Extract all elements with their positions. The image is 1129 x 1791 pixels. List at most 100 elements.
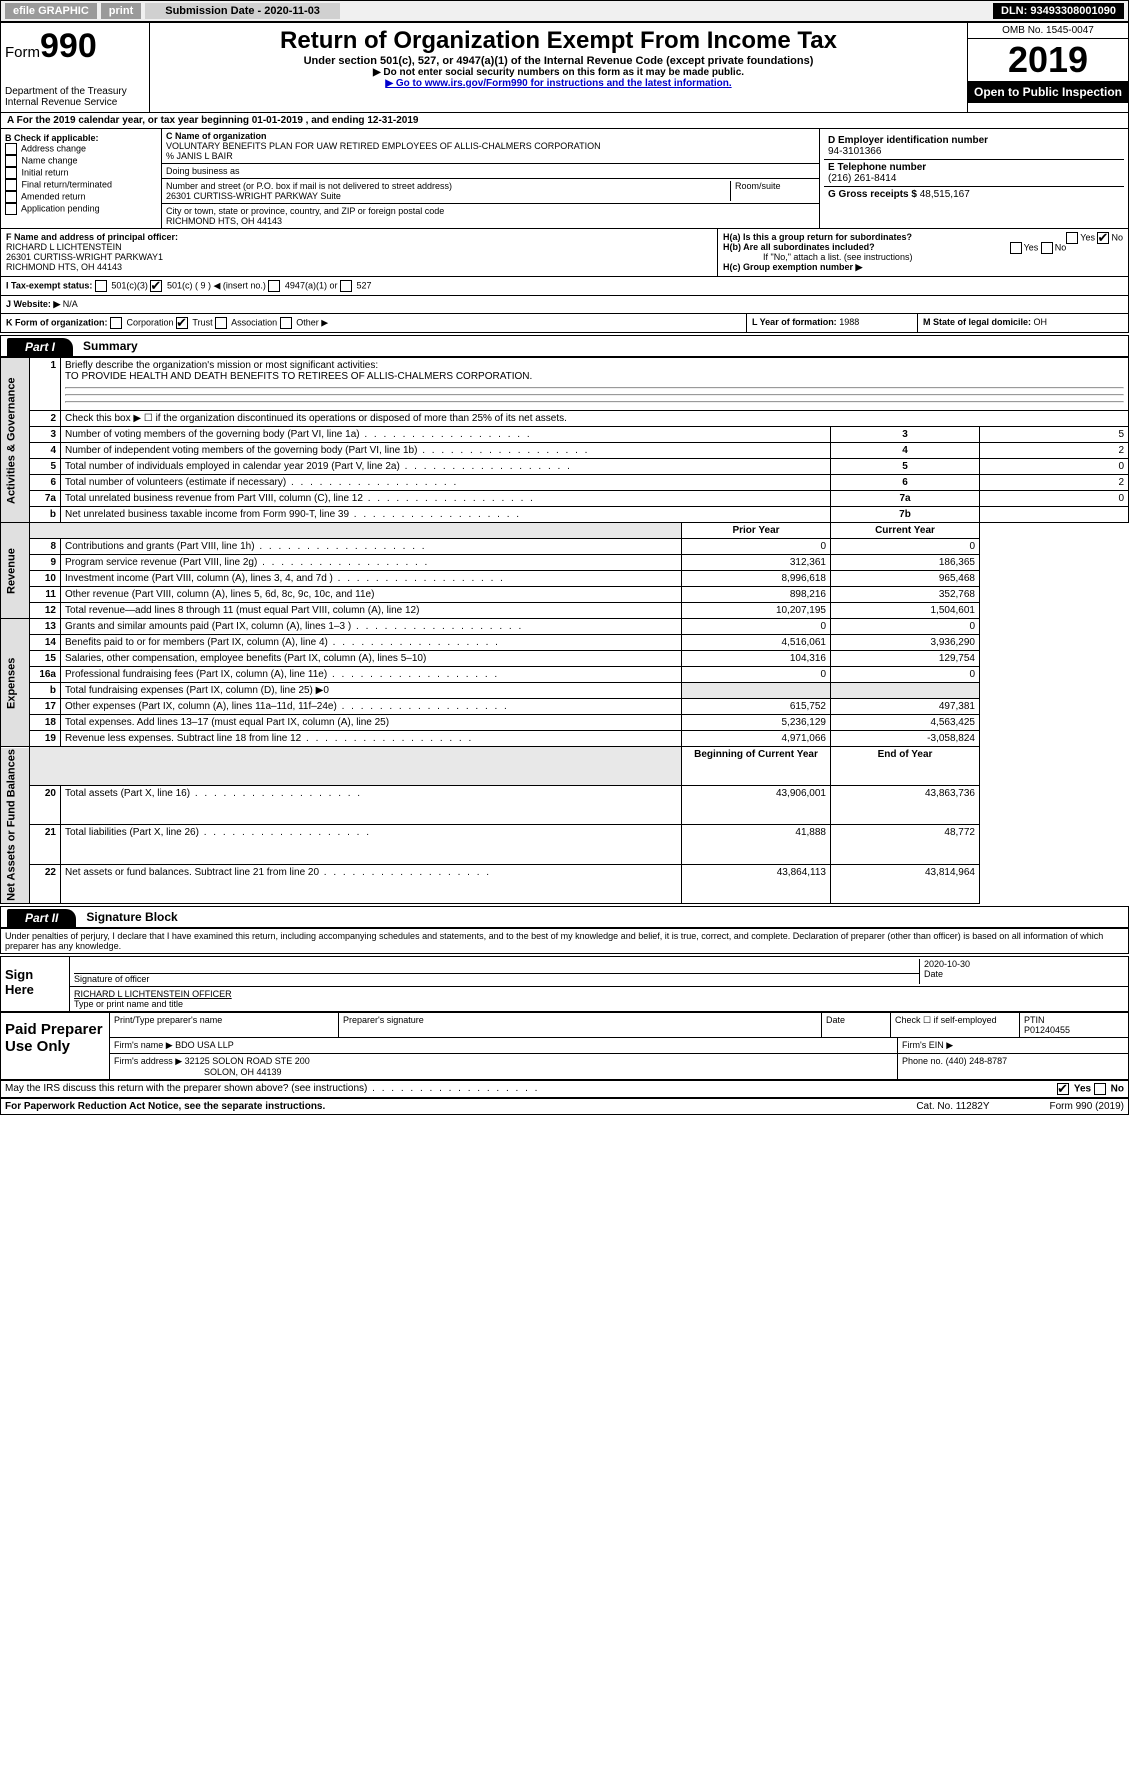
paid-preparer-block: Paid Preparer Use Only Print/Type prepar…: [0, 1012, 1129, 1080]
row-j-website: J Website: ▶ N/A: [0, 296, 1129, 314]
cb-assoc[interactable]: [215, 317, 227, 329]
ein-value: 94-3101366: [828, 146, 1120, 157]
b-label: B Check if applicable:: [5, 133, 157, 143]
exp-14: Benefits paid to or for members (Part IX…: [61, 635, 682, 651]
v5: 0: [980, 459, 1129, 475]
rev-10: Investment income (Part VIII, column (A)…: [61, 571, 682, 587]
omb-number: OMB No. 1545-0047: [968, 23, 1128, 39]
open-public-badge: Open to Public Inspection: [968, 81, 1128, 103]
discuss-no[interactable]: [1094, 1083, 1106, 1095]
q4-label: Number of independent voting members of …: [61, 443, 831, 459]
i-label: I Tax-exempt status:: [6, 280, 92, 290]
firm-phone: (440) 248-8787: [946, 1056, 1008, 1066]
phone-label: Phone no.: [902, 1056, 943, 1066]
entity-info-block: B Check if applicable: Address change Na…: [0, 129, 1129, 229]
j-label: J Website: ▶: [6, 299, 60, 309]
efile-button[interactable]: efile GRAPHIC: [5, 3, 97, 19]
m-label: M State of legal domicile:: [923, 317, 1031, 327]
q2-checkbox-line: Check this box ▶ ☐ if the organization d…: [61, 411, 1129, 427]
self-employed-check[interactable]: Check ☐ if self-employed: [891, 1013, 1020, 1037]
v3: 5: [980, 427, 1129, 443]
officer-city: RICHMOND HTS, OH 44143: [6, 262, 712, 272]
website-value: N/A: [63, 299, 78, 309]
firm-name: BDO USA LLP: [175, 1040, 234, 1050]
v4: 2: [980, 443, 1129, 459]
exp-17: Other expenses (Part IX, column (A), lin…: [61, 699, 682, 715]
part-2-tab: Part II: [7, 909, 76, 927]
cb-4947[interactable]: [268, 280, 280, 292]
sign-here-label: Sign Here: [1, 957, 69, 1011]
cb-corp[interactable]: [110, 317, 122, 329]
exp-15: Salaries, other compensation, employee b…: [61, 651, 682, 667]
firm-addr-label: Firm's address ▶: [114, 1056, 182, 1066]
exp-13: Grants and similar amounts paid (Part IX…: [61, 619, 682, 635]
cb-application[interactable]: Application pending: [5, 203, 157, 215]
discuss-text: May the IRS discuss this return with the…: [5, 1083, 539, 1094]
rev-9: Program service revenue (Part VIII, line…: [61, 555, 682, 571]
current-year-hdr: Current Year: [831, 523, 980, 539]
section-expenses: Expenses: [1, 619, 30, 747]
cb-final-return[interactable]: Final return/terminated: [5, 179, 157, 191]
row-i-tax-status: I Tax-exempt status: 501(c)(3) 501(c) ( …: [0, 277, 1129, 296]
exp-16b: Total fundraising expenses (Part IX, col…: [61, 683, 682, 699]
cb-other[interactable]: [280, 317, 292, 329]
main-title: Return of Organization Exempt From Incom…: [156, 27, 961, 55]
irs-label: Internal Revenue Service: [5, 97, 145, 108]
cb-trust[interactable]: [176, 317, 188, 329]
q5-label: Total number of individuals employed in …: [61, 459, 831, 475]
cb-amended[interactable]: Amended return: [5, 191, 157, 203]
rev-8: Contributions and grants (Part VIII, lin…: [61, 539, 682, 555]
l-label: L Year of formation:: [752, 317, 837, 327]
city-label: City or town, state or province, country…: [166, 206, 815, 216]
org-name: VOLUNTARY BENEFITS PLAN FOR UAW RETIRED …: [166, 141, 815, 151]
row-f-h: F Name and address of principal officer:…: [0, 229, 1129, 277]
footer-row: For Paperwork Reduction Act Notice, see …: [0, 1098, 1129, 1115]
part-1-title: Summary: [73, 339, 138, 353]
cb-501c[interactable]: [150, 280, 162, 292]
col-de-ids: D Employer identification number 94-3101…: [820, 129, 1128, 228]
discuss-yes[interactable]: [1057, 1083, 1069, 1095]
v7a: 0: [980, 491, 1129, 507]
h-group: H(a) Is this a group return for subordin…: [718, 229, 1128, 276]
exp-16a: Professional fundraising fees (Part IX, …: [61, 667, 682, 683]
cb-501c3[interactable]: [95, 280, 107, 292]
row-a-period: A For the 2019 calendar year, or tax yea…: [0, 113, 1129, 129]
preparer-sig-label: Preparer's signature: [339, 1013, 822, 1037]
name-title-label: Type or print name and title: [74, 999, 1124, 1009]
rev-12: Total revenue—add lines 8 through 11 (mu…: [61, 603, 682, 619]
room-label: Room/suite: [735, 181, 815, 191]
exp-18: Total expenses. Add lines 13–17 (must eq…: [61, 715, 682, 731]
cb-address-change[interactable]: Address change: [5, 143, 157, 155]
ha-label: H(a) Is this a group return for subordin…: [723, 232, 912, 242]
part-2-title: Signature Block: [76, 910, 177, 924]
header-center: Return of Organization Exempt From Incom…: [150, 23, 967, 112]
cb-name-change[interactable]: Name change: [5, 155, 157, 167]
domicile-state: OH: [1034, 317, 1048, 327]
g-gross-label: G Gross receipts $: [828, 189, 917, 200]
addr-label: Number and street (or P.O. box if mail i…: [166, 181, 730, 191]
header-left: Form990 Department of the Treasury Inter…: [1, 23, 150, 112]
ptin-label: PTIN: [1024, 1015, 1124, 1025]
form-header: Form990 Department of the Treasury Inter…: [0, 22, 1129, 113]
cb-527[interactable]: [340, 280, 352, 292]
date-label: Date: [924, 969, 1124, 979]
f-label: F Name and address of principal officer:: [6, 232, 712, 242]
part-1-header: Part I Summary: [0, 335, 1129, 357]
preparer-name-label: Print/Type preparer's name: [110, 1013, 339, 1037]
end-year-hdr: End of Year: [831, 747, 980, 786]
sign-here-block: Sign Here Signature of officer 2020-10-3…: [0, 956, 1129, 1012]
no-ssn-note: ▶ Do not enter social security numbers o…: [156, 67, 961, 78]
q3-label: Number of voting members of the governin…: [61, 427, 831, 443]
officer-name: RICHARD L LICHTENSTEIN: [6, 242, 712, 252]
street-address: 26301 CURTISS-WRIGHT PARKWAY Suite: [166, 191, 730, 201]
d-ein-label: D Employer identification number: [828, 135, 1120, 146]
cb-initial-return[interactable]: Initial return: [5, 167, 157, 179]
paid-preparer-label: Paid Preparer Use Only: [1, 1013, 109, 1079]
form-ref: Form 990 (2019): [1050, 1101, 1124, 1112]
hc-label: H(c) Group exemption number ▶: [723, 262, 1123, 273]
print-button[interactable]: print: [101, 3, 141, 19]
care-of: % JANIS L BAIR: [166, 151, 815, 161]
goto-link[interactable]: ▶ Go to www.irs.gov/Form990 for instruct…: [385, 78, 731, 89]
summary-table: Activities & Governance 1 Briefly descri…: [0, 357, 1129, 904]
form-prefix: Form: [5, 44, 40, 61]
